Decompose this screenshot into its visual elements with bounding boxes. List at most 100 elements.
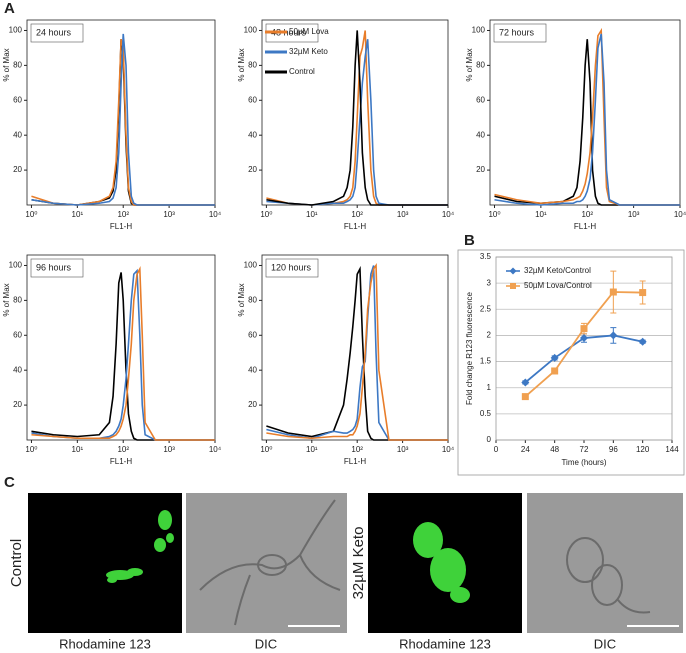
x-tick-label: 10² xyxy=(581,210,593,219)
series-line xyxy=(31,33,215,206)
plot-frame xyxy=(26,254,216,441)
plot-frame xyxy=(495,256,673,441)
panel-label: C xyxy=(4,474,15,491)
y-tick-label: 20 xyxy=(13,165,22,174)
x-tick-label: 10³ xyxy=(628,210,640,219)
y-tick-label: 40 xyxy=(13,365,22,374)
cell-signal xyxy=(413,522,470,603)
marker xyxy=(638,337,647,346)
x-tick-label: 10⁰ xyxy=(25,445,37,454)
marker xyxy=(609,288,617,296)
legend-label: 32µM Keto xyxy=(289,47,328,56)
y-tick-label: 40 xyxy=(248,130,257,139)
annotation-box xyxy=(493,23,547,43)
y-tick-label: 80 xyxy=(248,295,257,304)
marker xyxy=(550,353,559,362)
dic-image xyxy=(186,493,347,633)
x-tick-label: 10³ xyxy=(163,210,175,219)
x-tick-label: 0 xyxy=(494,445,499,454)
plot-frame xyxy=(261,19,449,206)
cell-outline xyxy=(566,537,651,614)
x-tick-label: 10² xyxy=(117,445,129,454)
y-tick-label: 20 xyxy=(13,400,22,409)
fluorescence-image xyxy=(28,493,182,633)
panel-label: A xyxy=(4,0,15,17)
x-tick-label: 96 xyxy=(609,445,618,454)
y-tick-label: 100 xyxy=(9,261,23,270)
legend-label: Control xyxy=(289,67,315,76)
y-tick-label: 100 xyxy=(244,261,258,270)
y-tick-label: 3.5 xyxy=(480,252,492,261)
y-axis-label: % of Max xyxy=(2,283,11,316)
plot-frame xyxy=(261,254,449,441)
y-axis-label: Fold change R123 fluorescence xyxy=(465,291,474,405)
y-tick-label: 80 xyxy=(13,60,22,69)
x-tick-label: 10⁰ xyxy=(260,445,272,454)
y-tick-label: 60 xyxy=(13,95,22,104)
series-line xyxy=(494,33,680,206)
y-tick-label: 1.5 xyxy=(480,357,492,366)
dic-image xyxy=(527,493,683,633)
marker xyxy=(580,325,588,333)
annotation-box xyxy=(30,23,84,43)
plot-frame xyxy=(26,19,216,206)
x-tick-label: 48 xyxy=(550,445,559,454)
series-line xyxy=(31,39,215,206)
x-tick-label: 10² xyxy=(117,210,129,219)
cell-outline xyxy=(199,499,341,626)
y-axis-label: % of Max xyxy=(2,48,11,81)
x-axis-label: FL1-H xyxy=(110,457,132,466)
image-caption: Rhodamine 123 xyxy=(399,636,491,651)
x-tick-label: 10⁰ xyxy=(260,210,272,219)
y-tick-label: 60 xyxy=(248,330,257,339)
x-axis-label: Time (hours) xyxy=(561,458,606,467)
series-line xyxy=(266,265,448,441)
image-caption: DIC xyxy=(594,636,616,651)
annotation-box xyxy=(265,258,319,278)
row-label: 32µM Keto xyxy=(350,527,367,600)
y-tick-label: 60 xyxy=(476,95,485,104)
annotation: 96 hours xyxy=(36,262,72,272)
row-label: Control xyxy=(8,539,25,587)
x-tick-label: 120 xyxy=(636,445,650,454)
y-axis-label: % of Max xyxy=(465,48,474,81)
legend-label: 50µM Lova/Control xyxy=(524,281,592,290)
series-line xyxy=(266,30,448,206)
x-tick-label: 10⁴ xyxy=(442,210,455,219)
y-tick-label: 20 xyxy=(476,165,485,174)
annotation: 120 hours xyxy=(271,262,312,272)
marker xyxy=(551,367,559,375)
x-tick-label: 10¹ xyxy=(535,210,547,219)
x-tick-label: 10⁰ xyxy=(488,210,500,219)
x-tick-label: 10¹ xyxy=(306,445,318,454)
y-tick-label: 60 xyxy=(13,330,22,339)
y-tick-label: 40 xyxy=(13,130,22,139)
y-tick-label: 20 xyxy=(248,165,257,174)
x-tick-label: 10¹ xyxy=(306,210,318,219)
x-tick-label: 10⁴ xyxy=(442,445,455,454)
scale-bar xyxy=(288,625,340,627)
x-tick-label: 10⁴ xyxy=(209,210,222,219)
y-tick-label: 0.5 xyxy=(480,409,492,418)
y-tick-label: 1 xyxy=(487,383,492,392)
x-tick-label: 10² xyxy=(351,210,363,219)
legend-marker xyxy=(509,267,517,275)
panel-frame xyxy=(457,249,685,476)
y-tick-label: 100 xyxy=(244,26,258,35)
x-tick-label: 10⁰ xyxy=(25,210,37,219)
x-tick-label: 144 xyxy=(665,445,679,454)
series-line xyxy=(266,263,448,441)
y-tick-label: 2 xyxy=(487,331,492,340)
y-tick-label: 60 xyxy=(248,95,257,104)
marker xyxy=(580,334,588,343)
series-line xyxy=(31,272,215,441)
plot-frame xyxy=(489,19,681,206)
scale-bar xyxy=(627,625,679,627)
annotation: 72 hours xyxy=(499,27,535,37)
x-axis-label: FL1-H xyxy=(110,222,132,231)
image-caption: DIC xyxy=(255,636,277,651)
cell-signal xyxy=(106,510,174,583)
y-tick-label: 100 xyxy=(472,26,486,35)
series-line xyxy=(266,30,448,206)
x-tick-label: 10⁴ xyxy=(209,445,222,454)
